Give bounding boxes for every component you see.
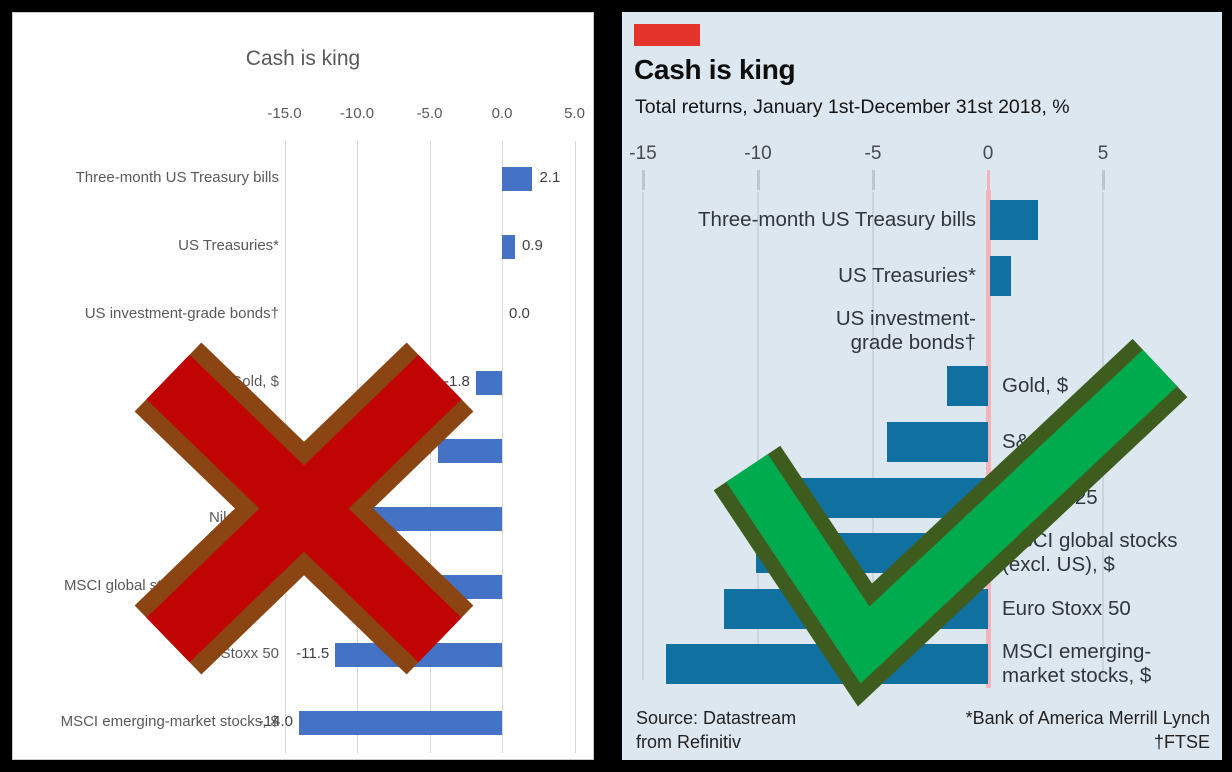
bar	[666, 644, 988, 684]
bar	[755, 533, 988, 573]
category-label: US Treasuries*	[178, 237, 279, 254]
axis-tick-label: -15	[629, 143, 657, 164]
left-chart-title: Cash is king	[245, 47, 361, 70]
axis-tick-label: -15.0	[267, 105, 302, 122]
axis-tick	[987, 170, 990, 190]
category-label: Nikkei 225	[1002, 486, 1098, 509]
bar-value-label: -14.0	[258, 713, 293, 730]
category-label: Gold, $	[230, 373, 279, 390]
category-label: Gold, $	[1002, 374, 1069, 397]
bar	[335, 643, 502, 667]
right-chart-subtitle: Total returns, January 1st-December 31st…	[635, 96, 1070, 118]
bar-value-label: -10.3	[312, 509, 347, 526]
category-label: S&P 500	[220, 441, 279, 458]
axis-tick	[1102, 170, 1105, 190]
bar	[990, 200, 1039, 240]
category-label: MSCI global stocks (excl. US), $	[1002, 529, 1178, 576]
bar-value-label: -4.4	[406, 441, 433, 458]
bar-value-label: -11.5	[296, 645, 330, 662]
category-label: MSCI emerging- market stocks, $	[1002, 640, 1152, 687]
axis-tick-label: 0	[982, 143, 994, 164]
axis-tick-label: 0.0	[491, 105, 513, 122]
bar-value-label: 0.0	[509, 305, 530, 322]
footnotes: *Bank of America Merrill Lynch †FTSE	[965, 708, 1210, 752]
bar	[886, 422, 988, 462]
bar-value-label: -1.8	[444, 373, 470, 390]
axis-tick	[642, 170, 645, 190]
bar	[502, 167, 533, 191]
gridline	[574, 141, 576, 753]
bar	[475, 371, 502, 395]
bar-value-label: 0.9	[522, 237, 543, 254]
gridline	[502, 141, 503, 753]
bar	[990, 256, 1011, 296]
axis-tick	[757, 170, 760, 190]
bar	[502, 235, 516, 259]
bar	[946, 366, 988, 406]
bar	[438, 439, 502, 463]
category-label: Three-month US Treasury bills	[75, 169, 279, 186]
bar-value-label: 2.1	[539, 169, 561, 186]
category-label: US Treasuries*	[838, 264, 976, 287]
category-label: Nikkei 225	[208, 509, 279, 526]
gridline	[642, 192, 644, 680]
brand-tag-red-rectangle	[634, 24, 700, 46]
category-label: MSCI emerging-market stocks, $	[60, 713, 279, 730]
axis-tick-label: -5.0	[416, 105, 443, 122]
axis-tick-label: -10.0	[339, 105, 375, 122]
axis-tick-label: 5.0	[564, 105, 585, 122]
category-label: S&P 500	[1002, 430, 1083, 453]
bar	[723, 589, 988, 629]
axis-tick-label: -10	[744, 143, 772, 164]
source-note: Source: Datastream from Refinitiv	[636, 708, 797, 752]
category-label: Euro Stoxx 50	[184, 645, 279, 662]
bar	[352, 507, 502, 531]
axis-tick	[872, 170, 875, 190]
bar	[751, 478, 988, 518]
bar-value-label: -10.1	[315, 577, 350, 594]
axis-tick-label: -5	[864, 143, 882, 164]
category-label: MSCI global stocks (excl. US), $	[63, 577, 279, 594]
bar	[299, 711, 502, 735]
category-label: US investment- grade bonds†	[835, 307, 976, 354]
left-chart-panel: Cash is king -15.0 -10.0 -5.0 0.0 5.0 Three-m…	[12, 12, 594, 760]
bar	[355, 575, 502, 599]
category-label: Euro Stoxx 50	[1002, 597, 1131, 620]
category-label: US investment-grade bonds†	[84, 305, 279, 322]
right-chart-panel: Cash is king Total returns, January 1st-…	[622, 12, 1222, 760]
axis-tick-label: 5	[1097, 143, 1109, 164]
right-chart-title: Cash is king	[634, 54, 796, 85]
category-label: Three-month US Treasury bills	[698, 208, 976, 231]
